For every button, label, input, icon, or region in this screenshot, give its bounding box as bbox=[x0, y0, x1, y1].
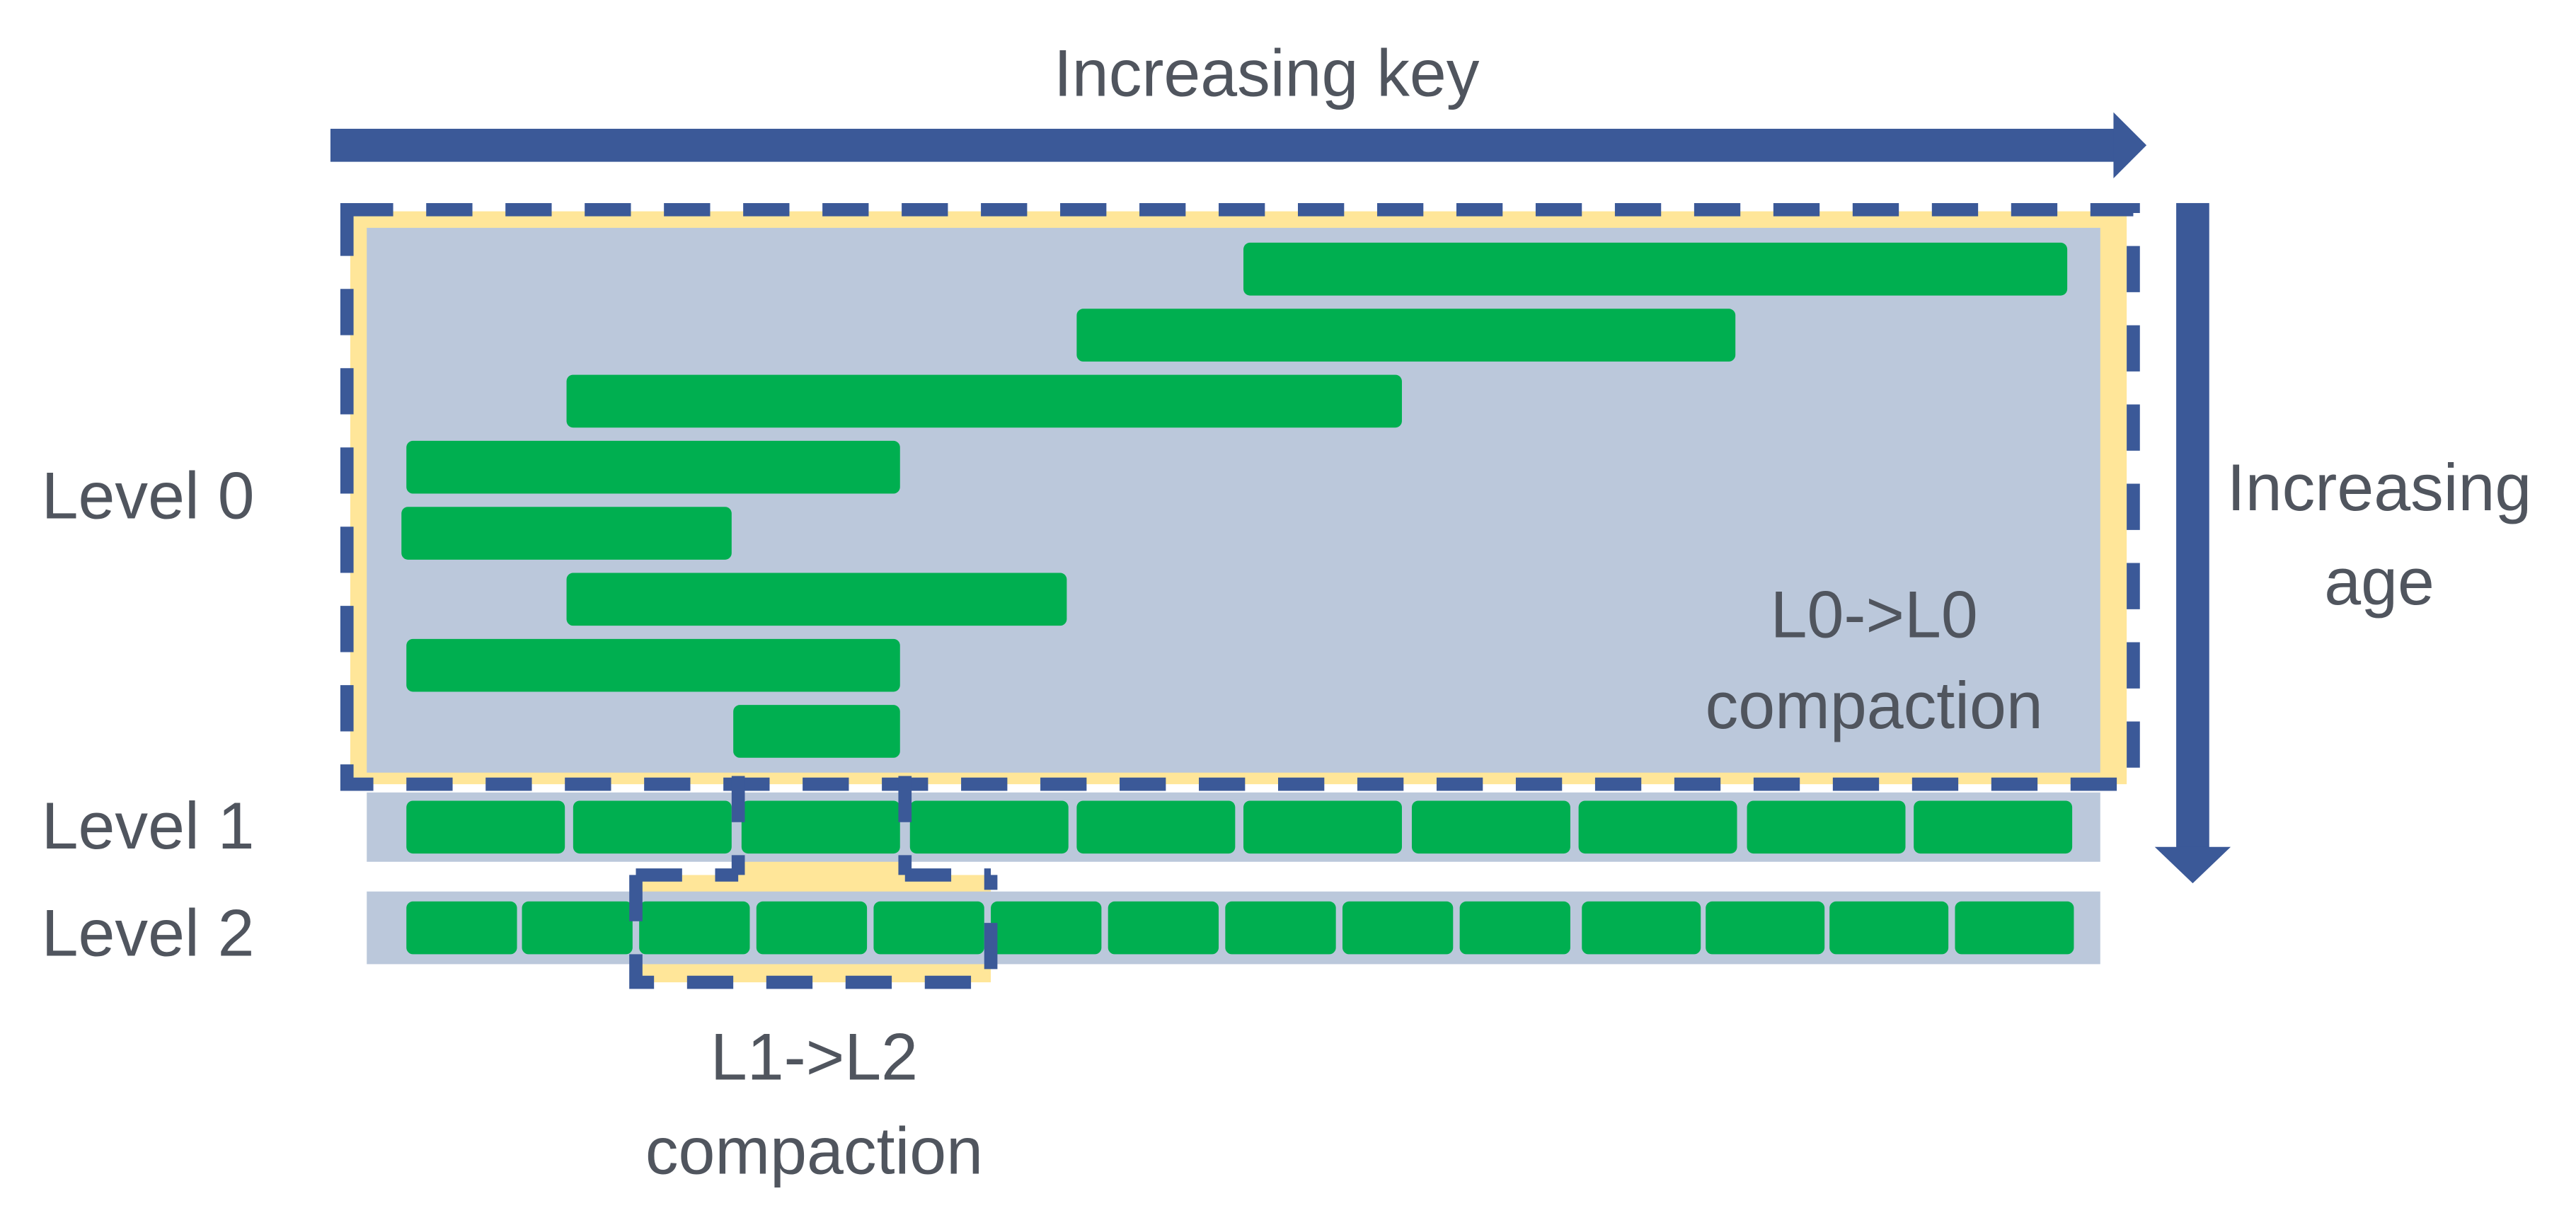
age-axis-arrow bbox=[2154, 202, 2231, 884]
l1-compaction-label-line1: L1->L2 bbox=[711, 1020, 918, 1094]
level-2-sstable bbox=[1342, 901, 1454, 955]
level-2-sstable bbox=[1955, 901, 2074, 955]
level-2-sstable bbox=[522, 901, 633, 955]
l0-compaction-label-line2: compaction bbox=[1706, 669, 2043, 742]
level-1-sstable bbox=[1411, 800, 1570, 854]
level-1-sstable bbox=[1747, 800, 1906, 854]
level-0-sstables bbox=[401, 242, 2068, 758]
level-1-sstable bbox=[406, 800, 565, 854]
level-2-sstable bbox=[406, 901, 517, 955]
level-0-sstable bbox=[406, 440, 900, 494]
level-1-sstable bbox=[1076, 800, 1236, 854]
level-1-sstable bbox=[1914, 800, 2073, 854]
level-2-label: Level 2 bbox=[42, 897, 255, 970]
l0-compaction-label-line1: L0->L0 bbox=[1771, 577, 1978, 651]
level-0-sstable bbox=[733, 705, 900, 758]
level-2-sstable bbox=[1459, 901, 1570, 955]
level-1-sstable bbox=[573, 800, 732, 854]
level-0-sstable bbox=[566, 573, 1067, 626]
age-axis-label-line1: Increasing bbox=[2227, 451, 2531, 524]
level-1-sstable bbox=[741, 800, 900, 854]
level-2-sstable bbox=[991, 901, 1102, 955]
level-2-sstable bbox=[1706, 901, 1825, 955]
level-1-sstables bbox=[406, 800, 2073, 854]
key-axis-arrow bbox=[330, 112, 2147, 178]
level-2-sstable bbox=[873, 901, 984, 955]
key-axis-label: Increasing key bbox=[1054, 36, 1480, 110]
level-0-sstable bbox=[566, 374, 1402, 428]
l0-compaction-border bbox=[340, 202, 2140, 791]
level-0-sstable bbox=[1243, 242, 2068, 296]
level-2-sstables bbox=[406, 901, 2074, 955]
l1-compaction-label-line2: compaction bbox=[645, 1115, 983, 1188]
level-0-sstable bbox=[401, 507, 732, 560]
level-0-sstable bbox=[1076, 309, 1736, 362]
level-0-label: Level 0 bbox=[42, 459, 255, 533]
level-1-sstable bbox=[1243, 800, 1402, 854]
level-1-label: Level 1 bbox=[42, 789, 255, 863]
level-2-sstable bbox=[1829, 901, 1949, 955]
level-1-sstable bbox=[909, 800, 1069, 854]
level-0-sstable bbox=[406, 638, 900, 692]
level-2-sstable bbox=[639, 901, 750, 955]
age-axis-label-line2: age bbox=[2324, 545, 2434, 619]
level-2-sstable bbox=[1108, 901, 1219, 955]
level-2-sstable bbox=[756, 901, 868, 955]
level-2-sstable bbox=[1225, 901, 1336, 955]
level-2-sstable bbox=[1582, 901, 1701, 955]
level-1-sstable bbox=[1578, 800, 1737, 854]
